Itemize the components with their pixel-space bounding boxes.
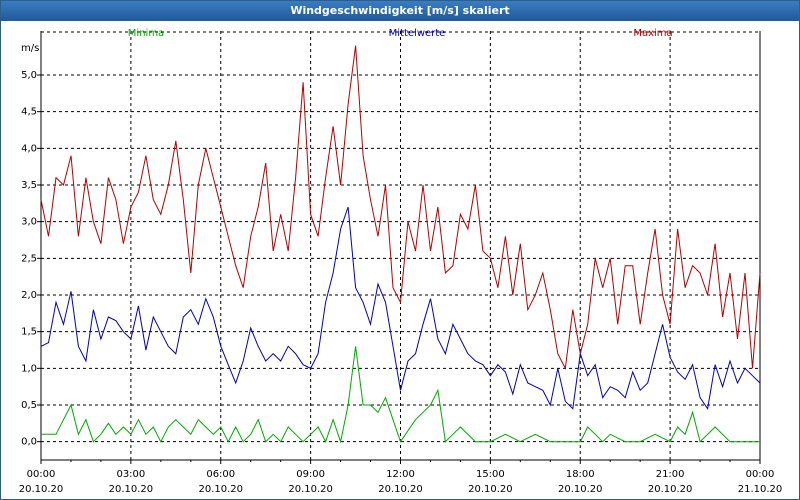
y-tick-label: 4,0 [21,143,37,154]
legend: Minima Mittelwerte Maxima [128,28,673,39]
x-tick-date: 20.10.20 [468,484,513,495]
series-line-maxima [40,45,761,370]
tick-labels: 0,0 0,5 1,0 1,5 2,0 2,5 3,0 3,5 4,0 4,5 5,0 m/s 00:0… [19,43,783,495]
x-tick-time: 21:00 [656,469,685,480]
y-tick-label: 3,0 [21,217,37,228]
axes [37,31,761,464]
series-lines [40,45,761,444]
y-tick-label: 5,0 [21,70,37,81]
x-tick-time: 06:00 [206,469,235,480]
x-tick-date: 20.10.20 [198,484,243,495]
legend-minima: Minima [128,28,164,39]
y-tick-label: 1,5 [21,327,37,338]
x-tick-time: 15:00 [476,469,505,480]
x-tick-date: 21.10.20 [738,484,783,495]
y-tick-label: 0,0 [21,437,37,448]
legend-mittelwerte: Mittelwerte [389,28,446,39]
x-tick-time: 03:00 [116,469,145,480]
y-tick-label: 0,5 [21,400,37,411]
x-tick-time: 00:00 [746,469,775,480]
legend-maxima: Maxima [633,28,672,39]
series-line-mittelwerte [40,206,761,411]
x-tick-date: 20.10.20 [109,484,154,495]
x-tick-date: 20.10.20 [558,484,603,495]
series-line-minima [41,346,760,444]
x-tick-date: 20.10.20 [648,484,693,495]
x-tick-time: 12:00 [386,469,415,480]
x-tick-date: 20.10.20 [19,484,64,495]
x-tick-date: 20.10.20 [378,484,423,495]
y-tick-label: 2,0 [21,290,37,301]
x-tick-time: 18:00 [566,469,595,480]
chart: 0,0 0,5 1,0 1,5 2,0 2,5 3,0 3,5 4,0 4,5 5,0 m/s 00:0… [19,28,783,495]
y-tick-label: 4,5 [21,107,37,118]
y-tick-label: 3,5 [21,180,37,191]
y-tick-label: 1,0 [21,363,37,374]
window-title: Windgeschwindigkeit [m/s] skaliert [1,1,799,21]
x-tick-date: 20.10.20 [288,484,333,495]
y-axis-label: m/s [21,43,39,54]
x-tick-time: 00:00 [27,469,56,480]
x-tick-time: 09:00 [296,469,325,480]
y-tick-label: 2,5 [21,253,37,264]
